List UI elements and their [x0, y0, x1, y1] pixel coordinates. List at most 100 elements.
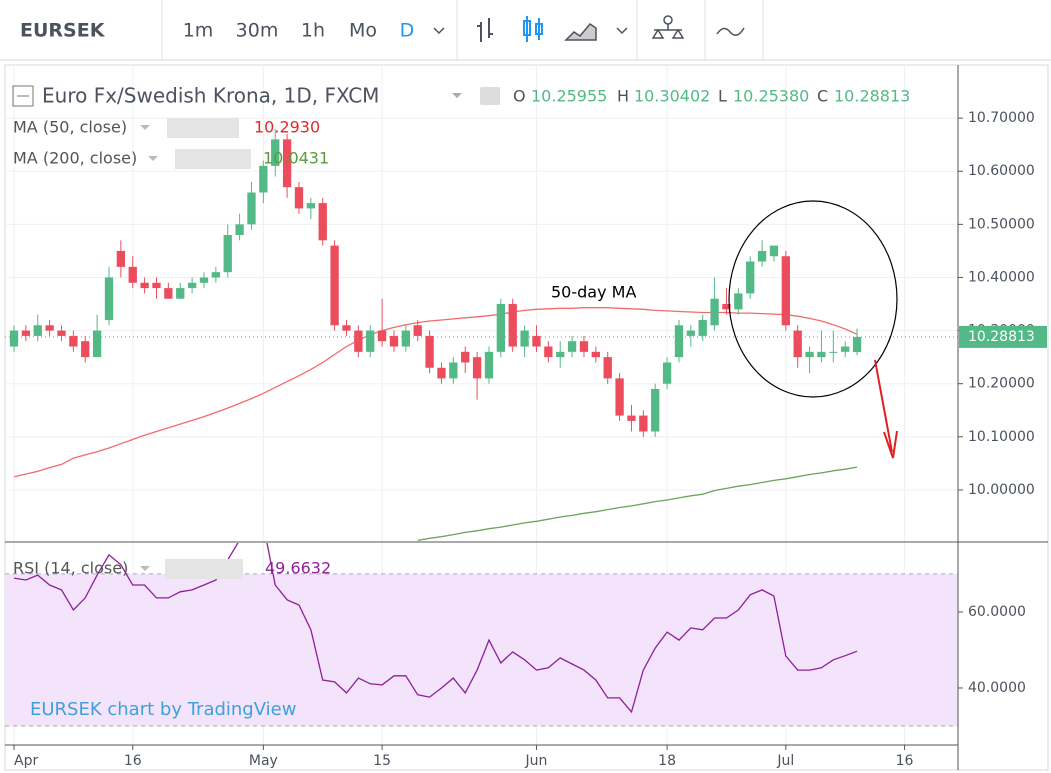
arrow-drawing: [874, 359, 893, 453]
candle-body: [247, 192, 256, 225]
candle-body: [401, 330, 411, 347]
line: [13, 543, 858, 714]
ohlc-key: O: [513, 87, 526, 106]
interval[interactable]: Mo: [349, 20, 377, 42]
collapse-icon[interactable]: [12, 85, 34, 107]
legend-buttons[interactable]: [167, 118, 239, 138]
ohlc-value: 10.30402: [634, 87, 710, 106]
compare-icon[interactable]: [716, 27, 745, 36]
candle-body: [235, 224, 244, 235]
arrow-head: [883, 430, 898, 459]
interval[interactable]: 1h: [301, 20, 325, 42]
axes: 10.0000010.1000010.2000010.3000010.40000…: [13, 110, 1047, 769]
legend-value: 49.6632: [265, 559, 331, 578]
toolbar-bg: [0, 0, 1051, 60]
legend-buttons[interactable]: [175, 149, 251, 169]
band-fill: [5, 573, 958, 726]
dropdown[interactable]: [616, 27, 628, 35]
candle-body: [271, 139, 280, 166]
dropdown[interactable]: [140, 125, 150, 130]
candle-body: [128, 266, 137, 283]
x-tick-label: 16: [124, 753, 142, 769]
candle-body: [211, 272, 221, 278]
ohlc-value: 10.25955: [531, 87, 607, 106]
dropdown[interactable]: [140, 566, 150, 571]
candle-body: [282, 139, 292, 188]
interval[interactable]: 30m: [236, 20, 279, 42]
candle-body: [615, 378, 624, 416]
candle-body: [306, 203, 316, 209]
area-icon[interactable]: [564, 23, 597, 41]
legend-buttons[interactable]: [165, 559, 243, 579]
candle-body: [176, 288, 185, 299]
chart-title: Euro Fx/Swedish Krona, 1D, FXCM: [42, 84, 379, 108]
candle-body: [437, 367, 446, 379]
candle-body: [342, 325, 351, 331]
y-tick-label: 10.20000: [968, 376, 1035, 392]
line: [417, 466, 858, 542]
candle-body: [223, 234, 232, 273]
interval-active[interactable]: D: [400, 20, 415, 42]
y-tick-label: 10.70000: [968, 110, 1035, 126]
candle-body: [354, 330, 363, 352]
candle-body: [45, 325, 54, 331]
candle-body: [389, 335, 399, 347]
candle-body: [164, 288, 173, 299]
ohlc-key: H: [617, 87, 629, 106]
last-price-label: 10.28813: [968, 329, 1035, 345]
ohlc-key: L: [718, 87, 727, 106]
candle-body: [627, 415, 636, 421]
bars-icon[interactable]: [477, 18, 493, 42]
candle-body: [757, 250, 767, 262]
x-tick-label: Jun: [525, 753, 548, 769]
candle-body: [199, 277, 209, 283]
candle-body: [472, 357, 482, 379]
candle-body: [484, 351, 494, 379]
legend-value: 10.0431: [263, 149, 329, 168]
dropdown[interactable]: [452, 93, 462, 98]
candle-body: [259, 165, 268, 193]
y-tick-label: 10.40000: [968, 269, 1035, 285]
candle-body: [81, 341, 90, 358]
candle-body: [769, 245, 779, 257]
candle-body: [104, 277, 114, 320]
candle-body: [377, 330, 387, 342]
x-tick-label: 16: [896, 753, 914, 769]
dropdown[interactable]: [433, 27, 445, 35]
candle-body: [152, 282, 161, 289]
candle-body: [57, 330, 66, 336]
candle-body: [318, 203, 327, 241]
legend-entry[interactable]: MA (50, close): [13, 118, 127, 137]
candle-body: [140, 282, 149, 289]
candle-body: [496, 304, 505, 352]
candle-body: [21, 330, 31, 336]
interval[interactable]: 1m: [183, 20, 214, 42]
legend-entry[interactable]: RSI (14, close): [13, 559, 128, 578]
legend-entry[interactable]: MA (200, close): [13, 149, 137, 168]
candle-body: [734, 293, 743, 310]
candle-body: [781, 256, 790, 326]
candle-body: [330, 245, 339, 326]
candle-body: [710, 298, 719, 326]
candle-body: [567, 341, 577, 352]
candle-body: [33, 325, 42, 336]
annotation: 50-day MA: [551, 283, 636, 302]
y-tick-label: 10.00000: [968, 482, 1035, 498]
toolbar: EURSEK 1m 30m 1h Mo D: [0, 0, 1051, 61]
candles-icon[interactable]: [523, 16, 543, 42]
indicators-icon[interactable]: [651, 15, 685, 39]
eye-icon[interactable]: [480, 87, 500, 105]
candle-body: [449, 362, 458, 379]
candle-body: [532, 335, 541, 347]
candle-body: [805, 351, 814, 358]
dropdown[interactable]: [148, 156, 158, 161]
candle-body: [698, 319, 707, 336]
y-tick-label: 40.0000: [968, 680, 1026, 696]
symbol[interactable]: EURSEK: [20, 20, 106, 42]
candle-body: [69, 335, 78, 347]
circle-drawing: [728, 200, 898, 398]
candle-body: [603, 357, 612, 379]
candle-body: [116, 250, 126, 267]
candle-body: [841, 346, 850, 352]
